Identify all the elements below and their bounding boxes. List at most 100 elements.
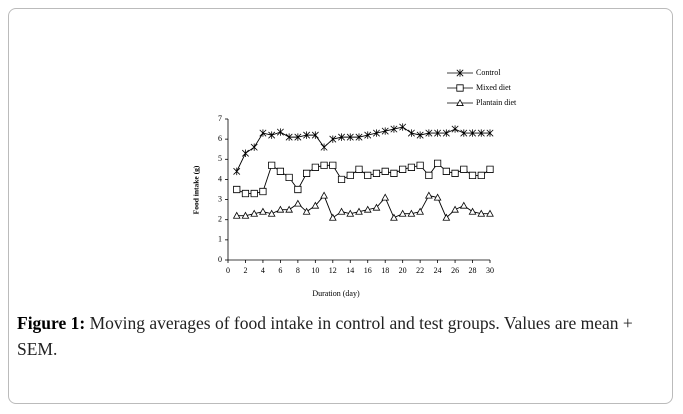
data-point [468, 171, 477, 179]
series-line [236, 126, 490, 172]
x-tick-label: 2 [243, 266, 247, 275]
data-point [293, 199, 302, 207]
data-point [407, 163, 415, 171]
data-point [355, 207, 363, 215]
data-point [469, 129, 477, 137]
data-point [407, 129, 415, 137]
caption-label: Figure 1: [17, 313, 86, 333]
data-point [241, 189, 250, 198]
data-point [303, 169, 311, 177]
data-point [294, 185, 302, 194]
data-point [460, 165, 468, 173]
data-point [381, 167, 389, 175]
data-point [460, 129, 468, 137]
data-point [416, 161, 424, 169]
data-point [320, 143, 328, 151]
data-point [477, 171, 485, 179]
x-tick-label: 18 [381, 266, 389, 275]
legend-label: Plantain diet [476, 98, 517, 107]
data-point [390, 213, 398, 221]
x-tick-label: 20 [399, 266, 407, 275]
data-point [390, 125, 398, 133]
data-point [250, 189, 258, 198]
data-point [241, 149, 249, 157]
y-tick-label: 6 [218, 134, 222, 143]
data-point [398, 209, 407, 217]
figure-frame [8, 8, 673, 404]
data-point [407, 209, 416, 217]
data-point [416, 131, 424, 139]
data-point [442, 129, 450, 137]
caption-text: Moving averages of food intake in contro… [17, 313, 633, 359]
data-point [364, 171, 372, 179]
data-point [276, 128, 284, 136]
data-point [390, 169, 398, 177]
data-point [320, 161, 328, 169]
data-point [241, 211, 250, 219]
data-point [250, 209, 259, 217]
x-tick-label: 28 [469, 266, 477, 275]
data-point [259, 187, 267, 196]
data-point [311, 201, 320, 209]
legend-marker [456, 98, 464, 106]
x-tick-label: 8 [296, 266, 300, 275]
data-point [232, 211, 241, 219]
data-point [477, 129, 485, 137]
data-point [486, 129, 494, 137]
data-point [267, 209, 276, 217]
data-point [372, 169, 381, 177]
data-point [337, 175, 346, 184]
data-point [442, 167, 450, 175]
x-tick-label: 30 [486, 266, 494, 275]
data-point [364, 131, 372, 139]
data-point [303, 131, 311, 139]
data-point [329, 135, 337, 143]
data-point [320, 191, 328, 199]
data-point [328, 213, 337, 221]
data-point [233, 167, 241, 176]
data-point [355, 133, 363, 141]
data-point [424, 191, 433, 199]
data-point [381, 127, 389, 135]
data-point [468, 207, 477, 215]
legend-label: Control [476, 68, 501, 77]
x-tick-label: 12 [329, 266, 337, 275]
data-point [233, 185, 241, 194]
data-point [451, 205, 459, 213]
data-point [363, 205, 372, 213]
data-point [338, 133, 346, 141]
data-point [477, 209, 486, 217]
data-point [276, 167, 284, 175]
data-point [268, 131, 276, 139]
data-point [416, 207, 425, 215]
data-point [486, 165, 494, 173]
data-point [285, 173, 293, 182]
data-point [250, 143, 258, 151]
data-point [346, 209, 355, 217]
legend-marker [456, 69, 464, 77]
data-point [399, 123, 407, 131]
y-tick-label: 3 [218, 194, 222, 203]
data-point [311, 163, 319, 171]
y-tick-label: 1 [218, 235, 222, 244]
data-point [381, 193, 390, 201]
y-tick-label: 0 [218, 255, 222, 264]
data-point [399, 165, 407, 173]
data-point [451, 169, 459, 177]
x-tick-label: 14 [346, 266, 354, 275]
legend-label: Mixed diet [476, 83, 512, 92]
data-point [459, 201, 468, 209]
y-tick-label: 7 [218, 114, 222, 123]
y-tick-label: 2 [218, 215, 222, 224]
data-point [425, 129, 433, 137]
chart: Duration (day) Food intake (g) 012345670… [192, 68, 517, 298]
x-tick-label: 4 [261, 266, 265, 275]
data-point [372, 129, 380, 137]
data-point [268, 161, 276, 169]
y-tick-label: 5 [218, 154, 222, 163]
x-tick-label: 26 [451, 266, 459, 275]
data-point [337, 207, 346, 215]
data-point [355, 165, 363, 173]
y-axis-label: Food intake (g) [192, 165, 201, 214]
